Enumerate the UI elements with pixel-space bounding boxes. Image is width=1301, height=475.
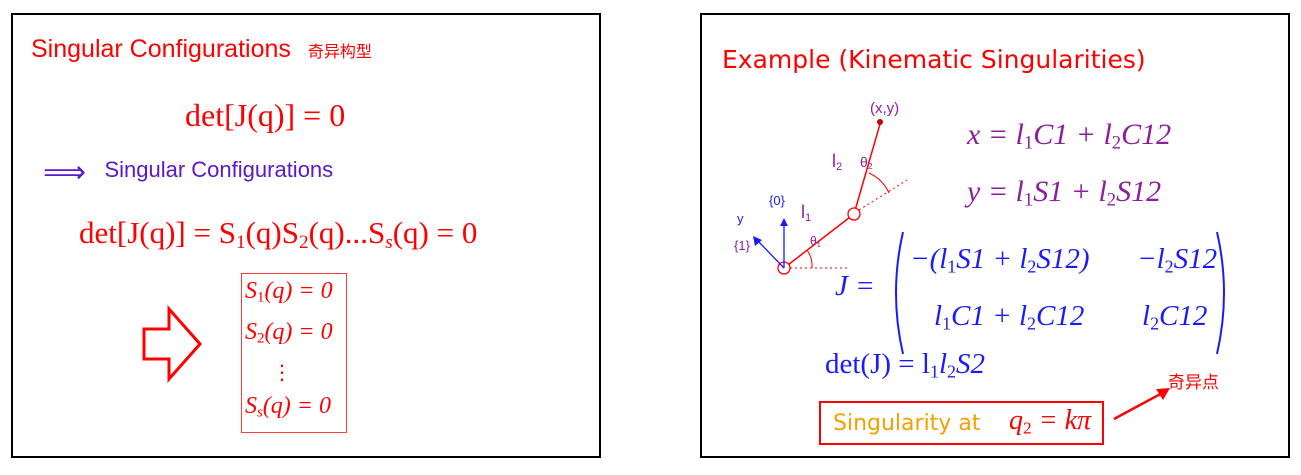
frame1-arrowhead-icon [753,236,762,246]
matrix-r2c2: l2C12 [1142,300,1208,334]
frame1-y-axis [756,239,785,269]
theta1-label: θ1 [810,234,821,249]
y-equation: y = l1S1 + l2S12 [967,175,1162,211]
determinant-equation: det(J) = l1l2S2 [825,348,985,382]
link-2 [853,123,881,215]
slide-title: Example (Kinematic Singularities) [722,45,1146,74]
frame0-label: {0} [769,193,785,208]
title-chinese: 奇异构型 [307,42,372,61]
singularity-equation: q2 = kπ [1009,405,1092,438]
matrix-r1c1: −(l1S1 + l2S12) [910,243,1090,277]
theta1-arc [806,249,813,269]
matrix-brackets [895,231,1225,355]
condition-s: Ss(q) = 0 [245,393,331,422]
implies-arrow-icon: ⟹ [43,155,87,190]
two-link-arm-diagram [753,119,908,275]
conditions-box: S1(q) = 0 S2(q) = 0 ⋮ Ss(q) = 0 [241,273,347,433]
x-equation: x = l1C1 + l2C12 [967,118,1172,154]
jacobian-label: J = [835,270,875,302]
l1-label: l1 [801,202,812,224]
implies-text: Singular Configurations [104,157,334,182]
condition-1: S1(q) = 0 [245,278,333,306]
slide-kinematic-example: Example (Kinematic Singularities) (x,y) … [700,13,1290,458]
singularity-text: Singularity at [833,411,981,436]
matrix-r2c1: l1C1 + l2C12 [934,300,1085,334]
l2-label: l2 [832,151,843,173]
condition-2: S2(q) = 0 [245,318,333,347]
link-1 [783,213,855,269]
slide-title: Singular Configurations 奇异构型 [31,35,372,64]
right-paren-icon [1216,231,1225,355]
slide-singular-configurations: Singular Configurations 奇异构型 det[J(q)] =… [11,13,601,458]
joint-2 [847,207,861,221]
singularity-box: Singularity at q2 = kπ [819,401,1104,445]
det-equation: det[J(q)] = 0 [185,97,346,133]
singular-point-label-cn: 奇异点 [1168,373,1219,393]
matrix-r1c2: −l2S12 [1137,243,1218,277]
theta2-arc [868,172,890,194]
hollow-arrow-icon [142,305,203,383]
y-axis-label: y [737,211,744,226]
title-text: Singular Configurations [31,35,291,63]
frame1-label: {1} [734,238,750,253]
left-paren-icon [895,231,904,355]
vertical-ellipsis: ⋮ [272,360,292,385]
endpoint-label: (x,y) [870,100,900,117]
frame0-arrowhead-icon [780,218,788,226]
implies-line: ⟹ Singular Configurations [43,155,333,190]
theta2-label: θ2 [860,154,873,172]
end-effector-point [877,119,883,125]
reference-line-2 [858,179,908,211]
pointer-arrow-icon [1113,388,1170,421]
product-equation: det[J(q)] = S1(q)S2(q)...Ss(q) = 0 [79,215,478,253]
